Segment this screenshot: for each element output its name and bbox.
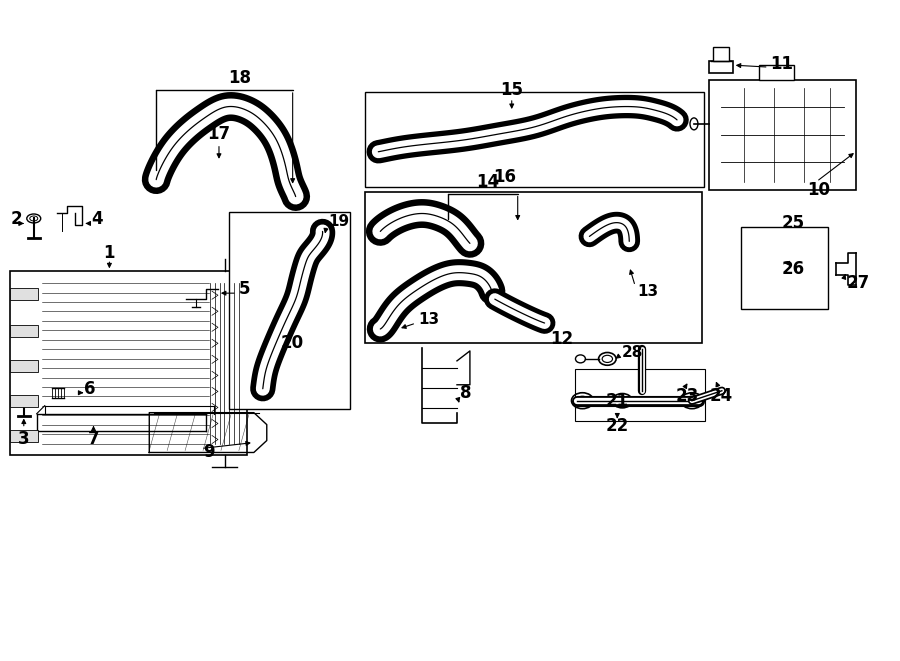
Text: 10: 10 (807, 180, 830, 198)
Text: 20: 20 (281, 334, 304, 352)
Text: 9: 9 (203, 444, 215, 461)
Text: 24: 24 (709, 387, 733, 405)
Text: 19: 19 (328, 214, 349, 229)
Text: 2: 2 (11, 210, 22, 229)
Bar (741, 227, 828, 309)
Bar (10, 430, 38, 442)
Bar (10, 325, 38, 337)
Bar (709, 61, 733, 73)
Text: 8: 8 (460, 384, 472, 402)
Text: 13: 13 (637, 284, 658, 299)
Text: 28: 28 (621, 346, 643, 360)
Text: 17: 17 (207, 125, 230, 143)
Bar (759, 65, 794, 80)
Bar (709, 80, 856, 190)
Text: 7: 7 (87, 430, 99, 447)
Bar (10, 288, 38, 300)
Bar (10, 271, 247, 455)
Text: 27: 27 (846, 274, 869, 292)
Text: 12: 12 (550, 330, 573, 348)
Bar (10, 360, 38, 372)
Bar (575, 369, 705, 420)
Text: 22: 22 (606, 416, 629, 434)
Text: 16: 16 (493, 168, 517, 186)
Text: 14: 14 (476, 173, 500, 190)
Bar (10, 395, 38, 407)
Text: 18: 18 (228, 69, 251, 87)
Text: 26: 26 (782, 260, 806, 278)
Text: 3: 3 (18, 430, 30, 447)
Bar (365, 92, 704, 186)
Text: 11: 11 (770, 55, 794, 73)
Text: 25: 25 (782, 214, 806, 233)
Bar (229, 212, 350, 408)
Text: 1: 1 (104, 245, 115, 262)
Text: 4: 4 (92, 210, 104, 229)
Text: 23: 23 (675, 387, 698, 405)
Text: 15: 15 (500, 81, 523, 99)
Bar (365, 192, 702, 343)
Text: 6: 6 (84, 380, 95, 398)
Text: 5: 5 (238, 280, 250, 298)
Text: 21: 21 (606, 392, 629, 410)
Text: 13: 13 (418, 311, 439, 327)
Bar (713, 47, 729, 61)
